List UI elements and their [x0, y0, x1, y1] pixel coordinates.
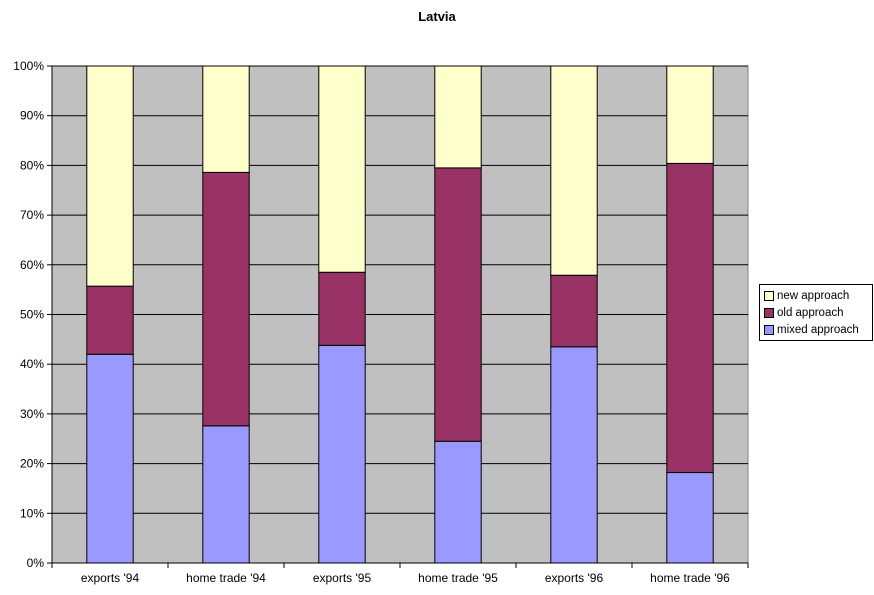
bar-new-approach [550, 65, 598, 276]
bar-mixed-approach [434, 440, 482, 564]
bar-new-approach [666, 65, 714, 164]
y-tick-label: 30% [20, 407, 44, 421]
y-tick-label: 0% [27, 556, 45, 570]
legend-swatch [764, 290, 774, 301]
legend-item: old approach [764, 304, 872, 321]
bar-mixed-approach [202, 425, 250, 564]
x-tick-label: exports '94 [81, 571, 140, 585]
legend-label: mixed approach [777, 323, 859, 336]
bar-old-approach [434, 167, 482, 442]
x-tick-label: home trade '95 [418, 571, 498, 585]
bar-mixed-approach [666, 472, 714, 564]
y-tick-label: 70% [20, 208, 44, 222]
y-tick-label: 10% [20, 506, 44, 520]
y-tick-label: 20% [20, 457, 44, 471]
legend-item: mixed approach [764, 321, 872, 338]
bar-mixed-approach [550, 346, 598, 564]
bar-old-approach [550, 274, 598, 348]
legend-label: old approach [777, 306, 844, 319]
bar-new-approach [318, 65, 366, 273]
legend-swatch [764, 324, 774, 335]
y-tick-label: 80% [20, 158, 44, 172]
bar-mixed-approach [318, 344, 366, 564]
bar-old-approach [318, 271, 366, 346]
y-tick-label: 60% [20, 258, 44, 272]
x-tick-label: exports '96 [545, 571, 604, 585]
y-tick-label: 100% [13, 59, 44, 73]
bar-old-approach [86, 285, 134, 355]
bar-new-approach [434, 65, 482, 169]
chart-title: Latvia [418, 9, 456, 24]
y-tick-label: 90% [20, 109, 44, 123]
bar-old-approach [666, 162, 714, 474]
y-tick-label: 50% [20, 308, 44, 322]
legend-label: new approach [777, 289, 850, 302]
legend-swatch [764, 307, 774, 318]
bar-new-approach [86, 65, 134, 287]
legend-item: new approach [764, 287, 872, 304]
legend: new approach old approach mixed approach [759, 284, 873, 341]
bar-old-approach [202, 171, 250, 427]
bar-mixed-approach [86, 353, 134, 564]
x-tick-label: home trade '94 [186, 571, 266, 585]
y-tick-label: 40% [20, 357, 44, 371]
x-tick-label: home trade '96 [650, 571, 730, 585]
bar-new-approach [202, 65, 250, 173]
x-tick-label: exports '95 [313, 571, 372, 585]
